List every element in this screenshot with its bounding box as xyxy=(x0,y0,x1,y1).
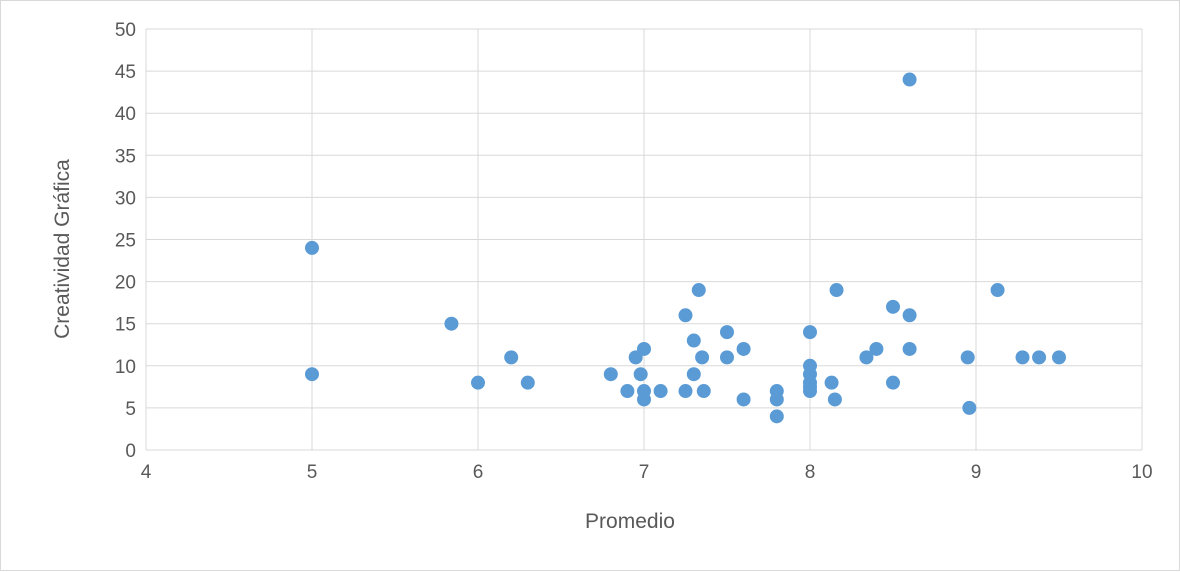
data-point xyxy=(305,367,319,382)
data-point xyxy=(962,400,977,415)
y-tick-label: 20 xyxy=(115,273,136,294)
data-point xyxy=(520,375,535,390)
y-tick-label: 40 xyxy=(115,104,136,125)
data-point xyxy=(637,392,651,407)
y-tick-label: 5 xyxy=(125,399,136,420)
x-tick-label: 7 xyxy=(639,462,650,483)
data-point xyxy=(769,409,784,424)
data-point xyxy=(869,341,884,356)
data-point xyxy=(886,299,900,314)
data-point xyxy=(859,350,874,365)
data-point xyxy=(691,283,706,298)
data-point xyxy=(637,341,651,356)
data-point xyxy=(686,333,701,348)
data-point xyxy=(769,392,784,407)
data-point xyxy=(678,308,693,323)
data-point xyxy=(686,367,701,382)
y-tick-label: 15 xyxy=(115,315,136,336)
data-point xyxy=(803,384,817,399)
data-point xyxy=(824,375,839,390)
data-point xyxy=(653,384,668,399)
data-point xyxy=(720,325,734,340)
data-point xyxy=(471,375,485,390)
y-tick-label: 10 xyxy=(115,357,136,378)
data-point xyxy=(1032,350,1047,365)
y-axis-title: Creatividad Gráfica xyxy=(51,159,74,339)
x-tick-label: 10 xyxy=(1131,462,1152,483)
data-points xyxy=(305,72,1066,424)
data-point xyxy=(444,316,459,331)
data-point xyxy=(886,375,900,390)
data-point xyxy=(829,283,844,298)
data-point xyxy=(678,384,693,399)
data-point xyxy=(633,367,648,382)
data-point xyxy=(305,240,319,255)
data-point xyxy=(827,392,842,407)
x-tick-labels: 4 5 6 7 8 9 10 xyxy=(141,462,1153,483)
data-point xyxy=(628,350,643,365)
data-point xyxy=(803,325,817,340)
data-point xyxy=(1052,350,1066,365)
data-point xyxy=(736,341,751,356)
data-point xyxy=(1015,350,1030,365)
y-tick-label: 35 xyxy=(115,146,136,167)
x-tick-label: 5 xyxy=(307,462,318,483)
y-tick-label: 45 xyxy=(115,62,136,83)
data-point xyxy=(504,350,519,365)
data-point xyxy=(736,392,751,407)
x-tick-label: 4 xyxy=(141,462,152,483)
x-tick-label: 6 xyxy=(473,462,484,483)
y-tick-label: 30 xyxy=(115,188,136,209)
y-tick-label: 50 xyxy=(115,20,136,41)
data-point xyxy=(902,72,917,87)
y-tick-labels: 0 5 10 15 20 25 30 35 40 45 50 xyxy=(115,20,136,462)
data-point xyxy=(902,341,917,356)
x-axis-title: Promedio xyxy=(585,510,675,533)
data-point xyxy=(603,367,618,382)
y-tick-label: 0 xyxy=(125,441,136,462)
data-point xyxy=(902,308,917,323)
data-point xyxy=(695,350,710,365)
y-tick-label: 25 xyxy=(115,231,136,252)
x-tick-label: 8 xyxy=(805,462,816,483)
data-point xyxy=(720,350,734,365)
data-point xyxy=(990,283,1005,298)
data-point xyxy=(620,384,635,399)
x-tick-label: 9 xyxy=(971,462,982,483)
data-point xyxy=(960,350,975,365)
data-point xyxy=(696,384,711,399)
